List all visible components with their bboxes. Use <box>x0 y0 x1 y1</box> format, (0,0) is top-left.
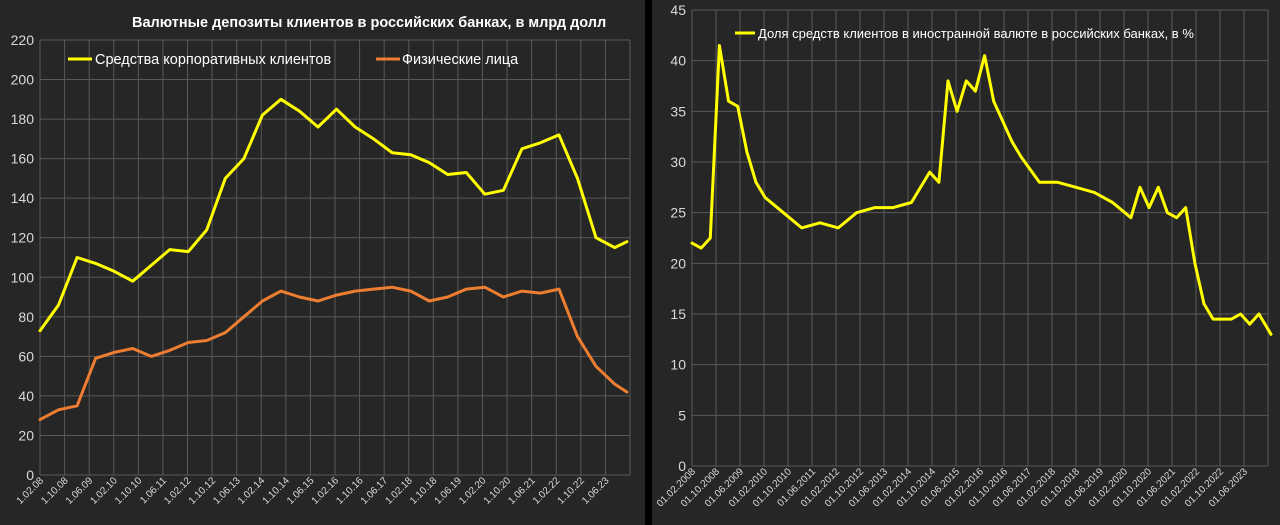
y-tick-label: 25 <box>670 205 686 221</box>
y-tick-label: 0 <box>678 458 686 474</box>
left-grid <box>39 39 631 476</box>
y-tick-label: 30 <box>670 154 686 170</box>
left-series-lines <box>38 97 629 422</box>
left-chart-panel: 0 20 40 60 80 100 120 140 160 180 200 220 1.02.08 1.… <box>0 0 645 525</box>
y-tick-label: 180 <box>11 111 35 127</box>
y-tick-label: 60 <box>18 348 34 364</box>
right-chart: 0 5 10 15 20 25 30 35 40 45 01.02.200801.10.20080… <box>655 2 1273 510</box>
y-tick-label: 220 <box>11 32 35 48</box>
y-tick-label: 140 <box>11 190 35 206</box>
right-grid <box>691 9 1269 467</box>
series-line-corporate <box>38 97 629 333</box>
legend-label-share: Доля средств клиентов в иностранной валю… <box>758 26 1194 41</box>
legend-label-individuals: Физические лица <box>402 52 519 68</box>
y-tick-label: 15 <box>670 306 686 322</box>
left-chart: 0 20 40 60 80 100 120 140 160 180 200 220 1.02.081.… <box>11 15 631 507</box>
right-y-axis-ticks: 0 5 10 15 20 25 30 35 40 45 <box>670 2 686 474</box>
y-tick-label: 45 <box>670 2 686 18</box>
y-tick-label: 0 <box>26 467 34 483</box>
y-tick-label: 120 <box>11 230 35 246</box>
y-tick-label: 20 <box>18 427 34 443</box>
y-tick-label: 160 <box>11 151 35 167</box>
y-tick-label: 10 <box>670 357 686 373</box>
y-tick-label: 20 <box>670 255 686 271</box>
left-chart-title: Валютные депозиты клиентов в российских … <box>132 15 606 31</box>
series-line-individuals <box>38 285 629 422</box>
left-x-axis-ticks: 1.02.081.10.081.06.091.02.101.10.101.06.… <box>15 475 612 507</box>
y-tick-label: 40 <box>670 53 686 69</box>
y-tick-label: 5 <box>678 407 686 423</box>
y-tick-label: 100 <box>11 269 35 285</box>
legend-label-corporate: Средства корпоративных клиентов <box>95 52 331 68</box>
right-series-lines <box>690 44 1273 336</box>
x-tick-label: 1.06.23 <box>580 475 612 507</box>
left-y-axis-ticks: 0 20 40 60 80 100 120 140 160 180 200 220 <box>11 32 35 483</box>
right-x-axis-ticks: 01.02.200801.10.200801.06.200901.02.2010… <box>655 466 1250 509</box>
y-tick-label: 200 <box>11 72 35 88</box>
series-line-share <box>690 44 1273 336</box>
x-tick-label: 1.10.10 <box>113 475 145 507</box>
right-chart-panel: 0 5 10 15 20 25 30 35 40 45 01.02.2008 01.10.2008 0… <box>652 0 1280 525</box>
y-tick-label: 80 <box>18 309 34 325</box>
y-tick-label: 35 <box>670 103 686 119</box>
y-tick-label: 40 <box>18 388 34 404</box>
